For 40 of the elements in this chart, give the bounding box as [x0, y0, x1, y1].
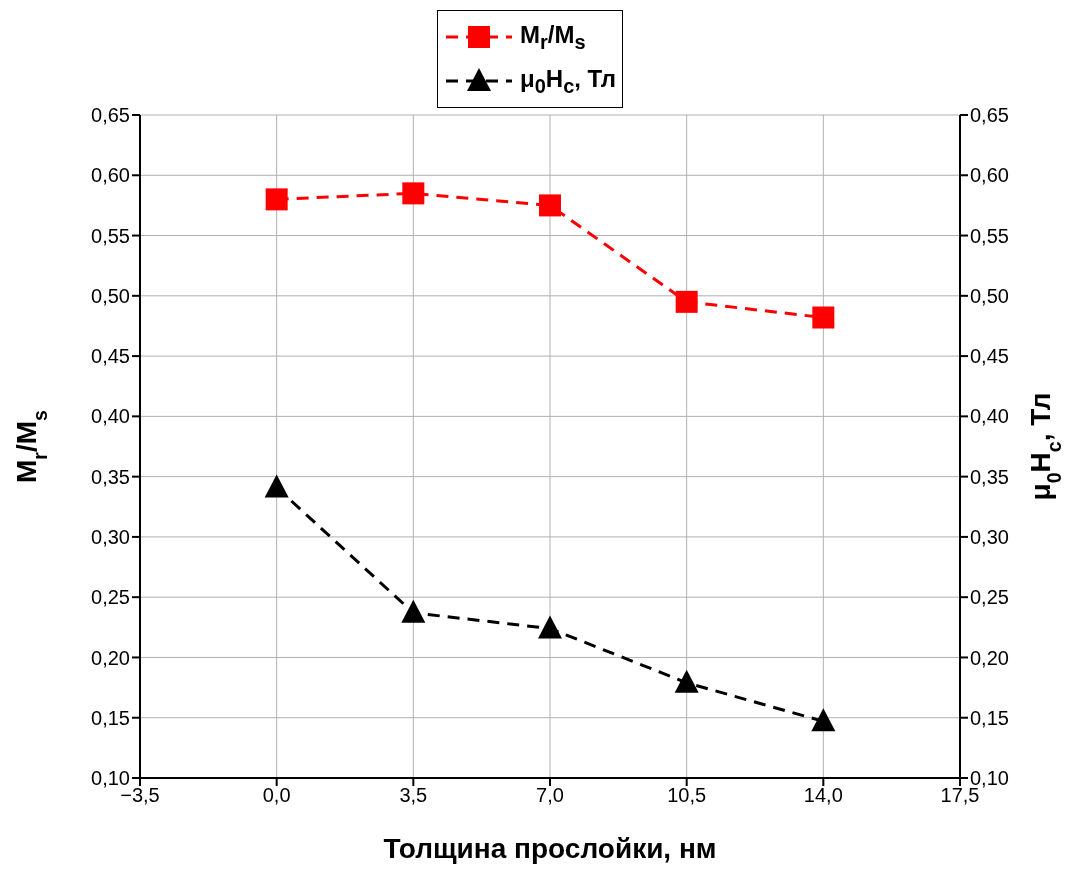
y2-tick-label: 0,15: [970, 706, 1009, 729]
x-tick-label: 0,0: [262, 784, 291, 807]
y2-tick-label: 0,55: [970, 224, 1009, 247]
point: [265, 188, 288, 211]
y-tick-label: 0,35: [91, 465, 130, 488]
point: [674, 669, 699, 693]
y-tick-label: 0,40: [91, 405, 130, 428]
y2-tick-label: 0,35: [970, 465, 1009, 488]
y2-tick-label: 0,20: [970, 646, 1009, 669]
y2-tick-label: 0,45: [970, 345, 1009, 368]
point: [811, 708, 836, 732]
y2-tick-label: 0,40: [970, 405, 1009, 428]
y2-tick-label: 0,65: [970, 104, 1009, 127]
legend-label: M$_{r}$/M$_{s}$: [520, 20, 586, 54]
legend-label: μ$_{0}$H$_{c}$, Тл: [520, 64, 617, 98]
y-tick-label: 0,60: [91, 164, 130, 187]
point: [539, 194, 561, 217]
point: [812, 306, 835, 329]
y2-tick-label: 0,30: [970, 526, 1009, 549]
point: [402, 182, 425, 205]
x-tick-label: 10,5: [667, 784, 707, 807]
point: [675, 290, 698, 313]
y-tick-label: 0,55: [91, 224, 130, 247]
x-tick-label: 14,0: [803, 784, 843, 807]
x-axis-title: Толщина прослойки, нм: [383, 833, 717, 864]
y-tick-label: 0,45: [91, 345, 130, 368]
y-tick-label: 0,20: [91, 646, 130, 669]
x-tick-label: 3,5: [399, 784, 428, 807]
y-tick-label: 0,65: [91, 104, 130, 127]
y-tick-label: 0,30: [91, 526, 130, 549]
point: [401, 599, 426, 623]
y2-tick-label: 0,25: [970, 586, 1009, 609]
y-tick-label: 0,25: [91, 586, 130, 609]
x-tick-label: 7,0: [536, 784, 564, 807]
point: [538, 615, 562, 639]
y2-tick-label: 0,50: [970, 284, 1009, 307]
point: [264, 474, 289, 498]
y-tick-label: 0,50: [91, 284, 130, 307]
y-tick-label: 0,15: [91, 706, 130, 729]
y2-tick-label: 0,60: [970, 164, 1009, 187]
